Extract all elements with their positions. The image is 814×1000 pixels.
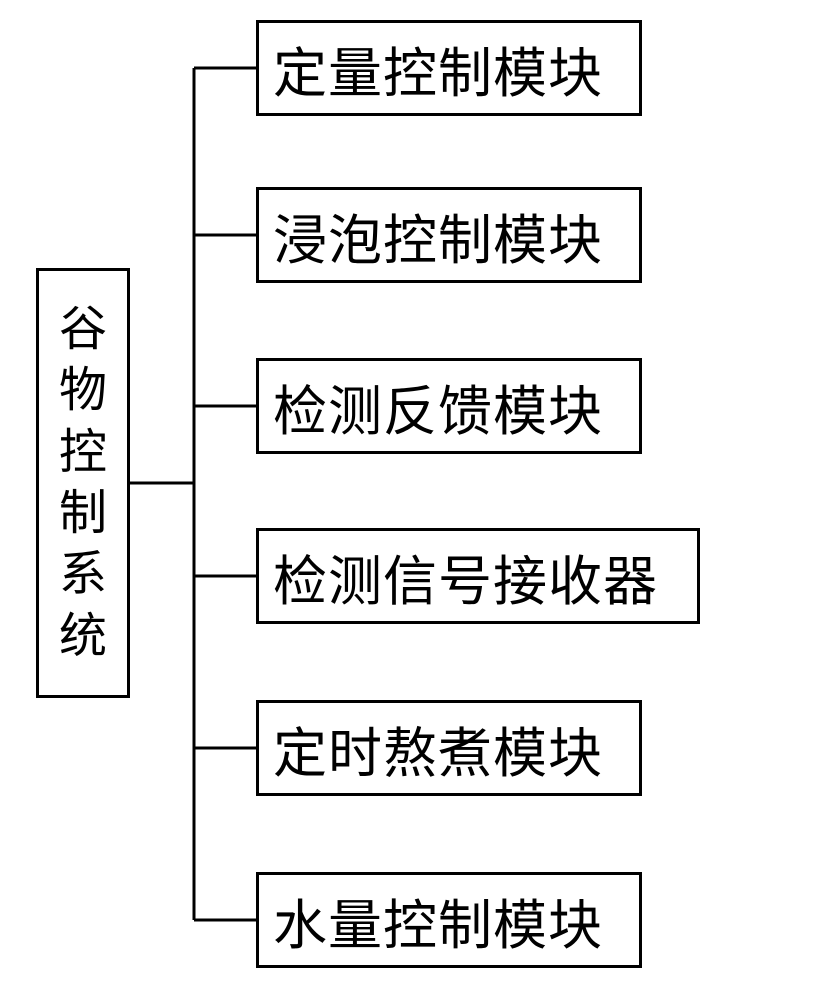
root-char: 统 <box>59 606 107 667</box>
module-node: 检测信号接收器 <box>256 528 700 624</box>
root-char: 控 <box>59 422 107 483</box>
module-node: 定量控制模块 <box>256 20 642 116</box>
root-char: 谷 <box>59 299 107 360</box>
module-label: 水量控制模块 <box>273 881 603 960</box>
module-label: 定量控制模块 <box>273 29 603 108</box>
root-char: 制 <box>59 483 107 544</box>
root-char: 系 <box>59 544 107 605</box>
module-label: 浸泡控制模块 <box>273 196 603 275</box>
module-node: 定时熬煮模块 <box>256 700 642 796</box>
module-node: 检测反馈模块 <box>256 358 642 454</box>
module-label: 检测反馈模块 <box>273 367 603 446</box>
root-char: 物 <box>59 360 107 421</box>
diagram-canvas: 谷 物 控 制 系 统 定量控制模块 浸泡控制模块 检测反馈模块 检测信号接收器… <box>0 0 814 1000</box>
root-node: 谷 物 控 制 系 统 <box>36 268 130 698</box>
module-node: 浸泡控制模块 <box>256 187 642 283</box>
module-label: 定时熬煮模块 <box>273 709 603 788</box>
module-label: 检测信号接收器 <box>273 537 658 616</box>
module-node: 水量控制模块 <box>256 872 642 968</box>
